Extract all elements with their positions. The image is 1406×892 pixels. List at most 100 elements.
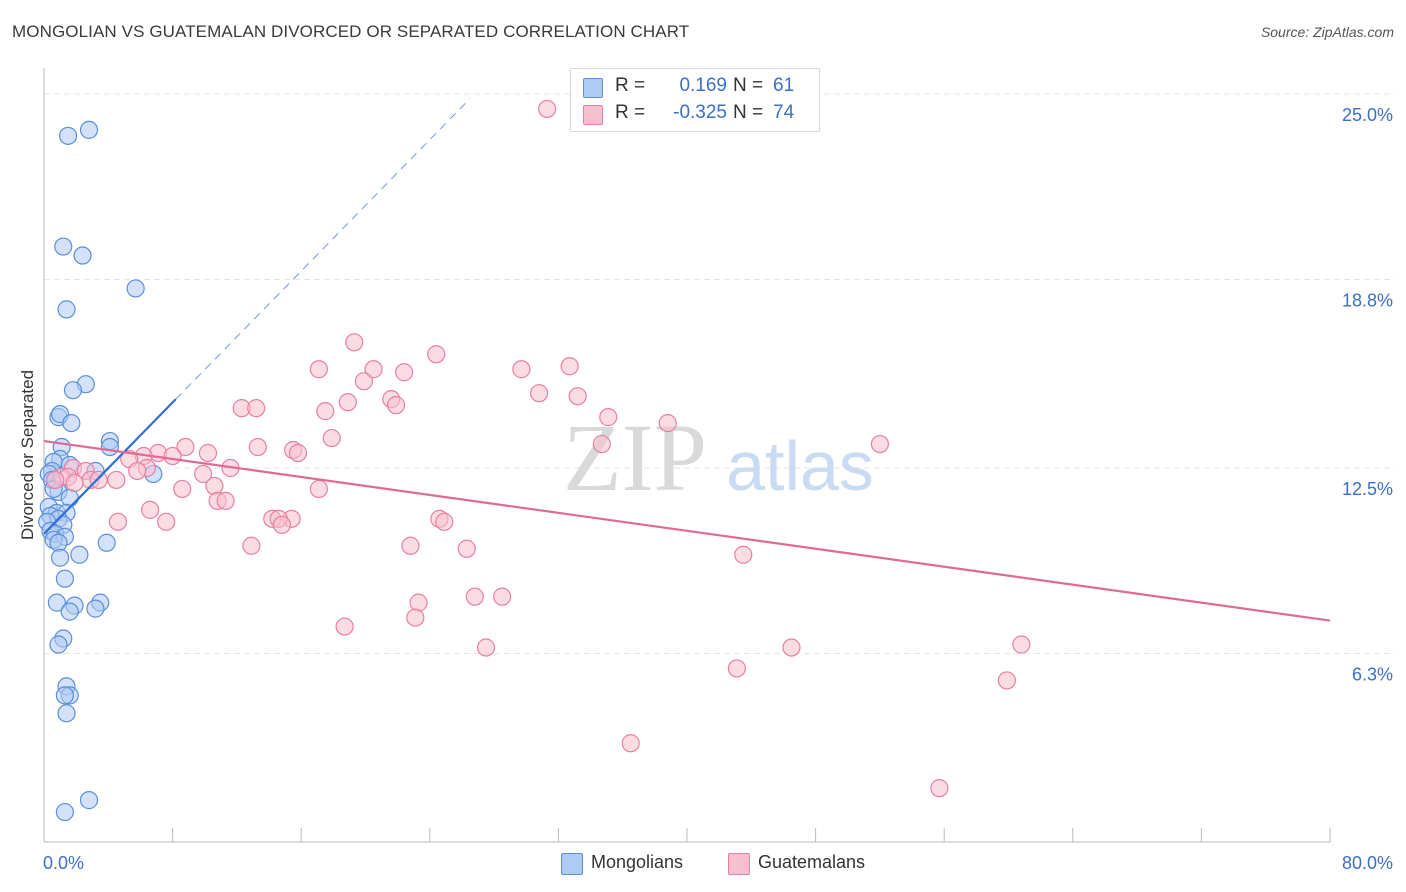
correlation-legend: R = 0.169 N = 61 R = -0.325 N = 74: [570, 68, 820, 132]
guatemalan-point[interactable]: [538, 99, 557, 119]
guatemalan-point[interactable]: [457, 539, 476, 558]
guatemalan-point[interactable]: [309, 479, 328, 499]
mongolian-point[interactable]: [49, 635, 68, 654]
y-tick-label: 12.5%: [1342, 479, 1393, 499]
watermark: ZIP atlas: [563, 404, 874, 511]
guatemalan-point[interactable]: [1012, 635, 1031, 654]
mongolian-point[interactable]: [59, 126, 78, 145]
guatemalan-point[interactable]: [997, 671, 1016, 690]
guatemalan-point[interactable]: [592, 434, 611, 454]
guatemalan-point[interactable]: [176, 437, 195, 457]
mongolian-point[interactable]: [126, 279, 145, 298]
guatemalan-point[interactable]: [194, 464, 213, 484]
mongolian-point[interactable]: [60, 602, 79, 621]
mongolian-point[interactable]: [97, 533, 116, 552]
mongolians-n-value: 61: [773, 75, 795, 96]
mongolian-point[interactable]: [55, 802, 74, 822]
guatemalan-point[interactable]: [599, 408, 618, 427]
guatemalan-point[interactable]: [560, 357, 579, 376]
guatemalan-point[interactable]: [157, 512, 176, 531]
mongolian-point[interactable]: [62, 413, 81, 433]
guatemalan-point[interactable]: [435, 512, 454, 531]
guatemalan-point[interactable]: [727, 659, 746, 678]
guatemalan-point[interactable]: [530, 384, 549, 403]
guatemalan-point[interactable]: [108, 512, 128, 531]
mongolian-point[interactable]: [55, 686, 74, 705]
mongolian-point[interactable]: [100, 437, 120, 457]
guatemalan-point[interactable]: [338, 393, 357, 412]
guatemalan-point[interactable]: [476, 638, 496, 657]
mongolian-trend-extension: [175, 98, 471, 400]
mongolian-trend-line: [43, 398, 177, 535]
mongolians-r-value: 0.169: [679, 75, 727, 96]
guatemalan-point[interactable]: [322, 428, 341, 448]
guatemalans-swatch: [583, 105, 603, 125]
mongolian-point[interactable]: [55, 569, 74, 588]
guatemalan-point[interactable]: [309, 360, 328, 379]
guatemalan-point[interactable]: [493, 587, 512, 606]
guatemalans-n-value: 74: [773, 102, 795, 123]
guatemalan-point[interactable]: [65, 473, 84, 493]
guatemalan-point[interactable]: [512, 360, 531, 379]
mongolian-point[interactable]: [73, 246, 92, 265]
guatemalan-point[interactable]: [107, 470, 126, 490]
guatemalan-trend-line: [43, 439, 1331, 622]
guatemalan-point[interactable]: [128, 461, 147, 481]
mongolian-point[interactable]: [79, 791, 99, 810]
mongolians-n-label: N =: [733, 75, 764, 96]
mongolians-legend-swatch: [561, 853, 583, 875]
guatemalan-point[interactable]: [89, 470, 108, 490]
guatemalan-point[interactable]: [335, 617, 354, 636]
guatemalan-point[interactable]: [46, 470, 65, 490]
guatemalan-point[interactable]: [173, 479, 192, 499]
guatemalan-point[interactable]: [734, 545, 753, 564]
guatemalan-point[interactable]: [782, 638, 801, 657]
guatemalan-point[interactable]: [272, 515, 292, 534]
guatemalan-point[interactable]: [163, 446, 182, 466]
chart-title: MONGOLIAN VS GUATEMALAN DIVORCED OR SEPA…: [12, 22, 690, 41]
grid-layer: [44, 93, 1395, 842]
guatemalan-point[interactable]: [216, 491, 235, 510]
guatemalan-point[interactable]: [621, 734, 640, 753]
guatemalan-point[interactable]: [242, 536, 261, 555]
guatemalan-point[interactable]: [394, 363, 414, 382]
guatemalan-point[interactable]: [288, 443, 308, 463]
mongolian-point[interactable]: [57, 704, 76, 723]
guatemalan-point[interactable]: [568, 387, 587, 406]
guatemalan-point[interactable]: [248, 437, 267, 457]
guatemalan-point[interactable]: [386, 396, 406, 415]
mongolian-point[interactable]: [57, 300, 76, 319]
mongolian-point[interactable]: [86, 599, 105, 618]
guatemalan-point[interactable]: [930, 779, 949, 798]
guatemalan-point[interactable]: [427, 345, 446, 364]
mongolian-point[interactable]: [47, 593, 66, 612]
guatemalan-point[interactable]: [409, 593, 428, 612]
guatemalan-point[interactable]: [205, 476, 224, 496]
mongolian-point[interactable]: [70, 545, 89, 564]
mongolians-legend-label: Mongolians: [591, 852, 684, 872]
guatemalan-point[interactable]: [140, 500, 160, 519]
y-tick-label: 18.8%: [1342, 290, 1393, 310]
guatemalan-point[interactable]: [658, 413, 677, 433]
guatemalan-point[interactable]: [401, 536, 420, 555]
guatemalan-point[interactable]: [198, 443, 218, 463]
mongolian-point[interactable]: [63, 381, 83, 400]
guatemalan-point[interactable]: [364, 360, 383, 379]
guatemalan-point[interactable]: [316, 402, 335, 421]
guatemalan-point[interactable]: [870, 434, 890, 454]
mongolian-point[interactable]: [50, 548, 70, 567]
watermark-zip: ZIP: [563, 404, 707, 511]
guatemalan-point[interactable]: [465, 587, 484, 606]
y-axis-label: Divorced or Separated: [18, 370, 37, 540]
guatemalans-r-value: -0.325: [673, 102, 727, 123]
mongolian-point[interactable]: [49, 533, 68, 552]
guatemalan-point[interactable]: [247, 399, 266, 418]
mongolian-point[interactable]: [54, 237, 73, 256]
x-tick-label-min: 0.0%: [43, 853, 84, 873]
guatemalans-legend-swatch: [728, 853, 750, 875]
points-layer: [38, 99, 1031, 822]
guatemalan-point[interactable]: [354, 372, 373, 391]
mongolian-point[interactable]: [79, 120, 99, 139]
guatemalan-point[interactable]: [406, 608, 425, 627]
guatemalan-point[interactable]: [345, 333, 364, 352]
